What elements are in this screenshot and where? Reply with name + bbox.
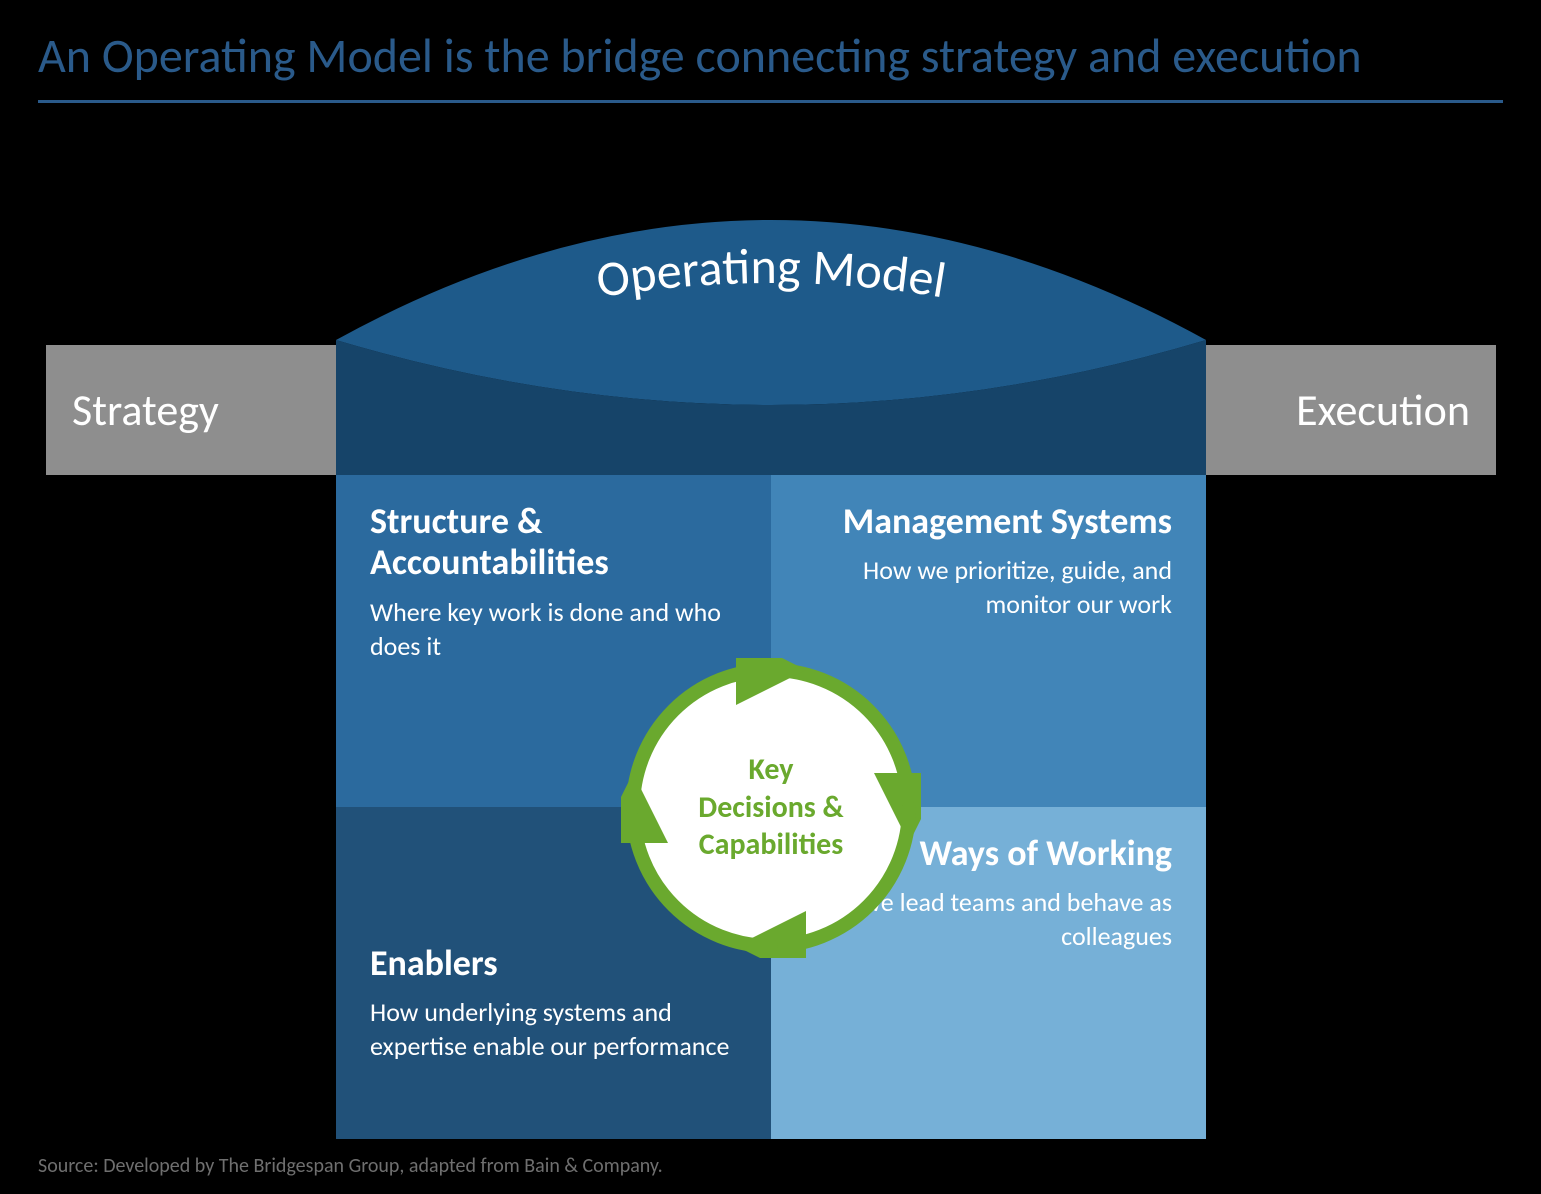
quadrant-enablers-desc: How underlying systems and expertise ena… [370,996,737,1064]
bridge-arch: Operating Model [336,210,1206,475]
quadrant-management-title: Management Systems [805,501,1172,542]
strategy-pillar: Strategy [46,345,336,475]
title-block: An Operating Model is the bridge connect… [38,26,1503,103]
execution-label: Execution [1296,383,1470,437]
quadrant-management-desc: How we prioritize, guide, and monitor ou… [805,554,1172,622]
execution-pillar: Execution [1206,345,1496,475]
quadrant-structure-desc: Where key work is done and who does it [370,596,737,664]
quadrant-grid: Structure & Accountabilities Where key w… [336,475,1206,1140]
operating-model-diagram: Strategy Execution Operating Model Struc… [46,210,1496,1140]
cycle-ring-icon [621,658,921,958]
strategy-label: Strategy [72,383,219,437]
quadrant-structure-title: Structure & Accountabilities [370,501,737,584]
title-rule [38,100,1503,103]
center-circle: Key Decisions & Capabilities [621,658,921,958]
page-title: An Operating Model is the bridge connect… [38,26,1503,86]
source-note: Source: Developed by The Bridgespan Grou… [38,1154,663,1178]
